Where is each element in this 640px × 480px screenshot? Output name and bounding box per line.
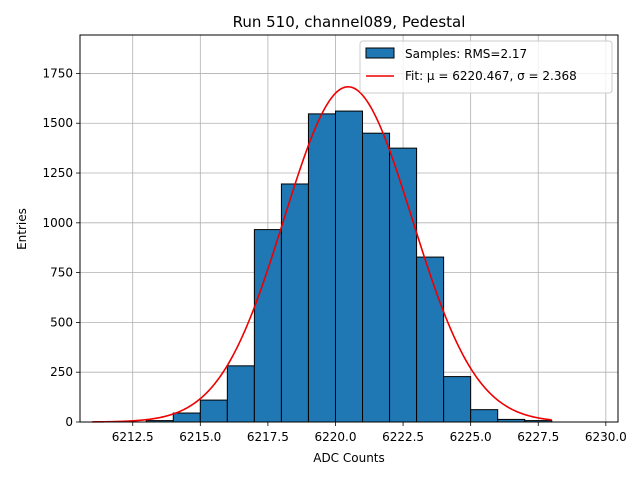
x-tick-label: 6215.0 [179, 430, 221, 444]
y-axis-ticks: 0 250 500 750 1000 1250 1500 1750 [42, 66, 80, 429]
histogram-bar [280, 183, 309, 423]
x-axis-ticks: 6212.5 6215.0 6217.5 6220.0 6222.5 6225.0 6227… [112, 422, 627, 444]
legend-swatch-samples [365, 47, 395, 59]
histogram-bar [443, 376, 472, 423]
x-tick-label: 6220.0 [314, 430, 356, 444]
legend-label-fit: Fit: μ = 6220.467, σ = 2.368 [405, 69, 577, 83]
y-tick-label: 1500 [42, 116, 73, 130]
legend: Samples: RMS=2.17 Fit: μ = 6220.467, σ =… [359, 40, 613, 94]
y-tick-label: 1000 [42, 216, 73, 230]
histogram-bar [334, 110, 364, 423]
x-tick-label: 6217.5 [247, 430, 289, 444]
histogram-bar [416, 256, 445, 423]
x-tick-label: 6230.0 [585, 430, 627, 444]
legend-box [359, 40, 613, 94]
x-tick-label: 6212.5 [112, 430, 154, 444]
fit-curve [92, 85, 552, 423]
histogram-bars [145, 110, 553, 423]
y-tick-label: 250 [50, 365, 73, 379]
x-axis-label: ADC Counts [313, 451, 385, 465]
y-tick-label: 500 [50, 315, 73, 329]
legend-label-samples: Samples: RMS=2.17 [405, 47, 527, 61]
histogram-bar [470, 409, 499, 423]
histogram-bar [199, 399, 228, 423]
histogram-bar [226, 365, 255, 423]
plot-frame [79, 34, 619, 423]
histogram-bar [253, 229, 282, 423]
y-tick-label: 1250 [42, 166, 73, 180]
x-tick-label: 6225.0 [450, 430, 492, 444]
chart-title: Run 510, channel089, Pedestal [233, 13, 466, 31]
x-tick-label: 6227.5 [517, 430, 559, 444]
histogram-bar [172, 412, 201, 423]
y-tick-label: 750 [50, 266, 73, 280]
histogram-bar [362, 132, 391, 423]
y-tick-label: 0 [65, 415, 73, 429]
histogram-bar [307, 113, 336, 423]
y-tick-label: 1750 [42, 66, 73, 80]
x-tick-label: 6222.5 [382, 430, 424, 444]
y-axis-label: Entries [15, 208, 29, 250]
